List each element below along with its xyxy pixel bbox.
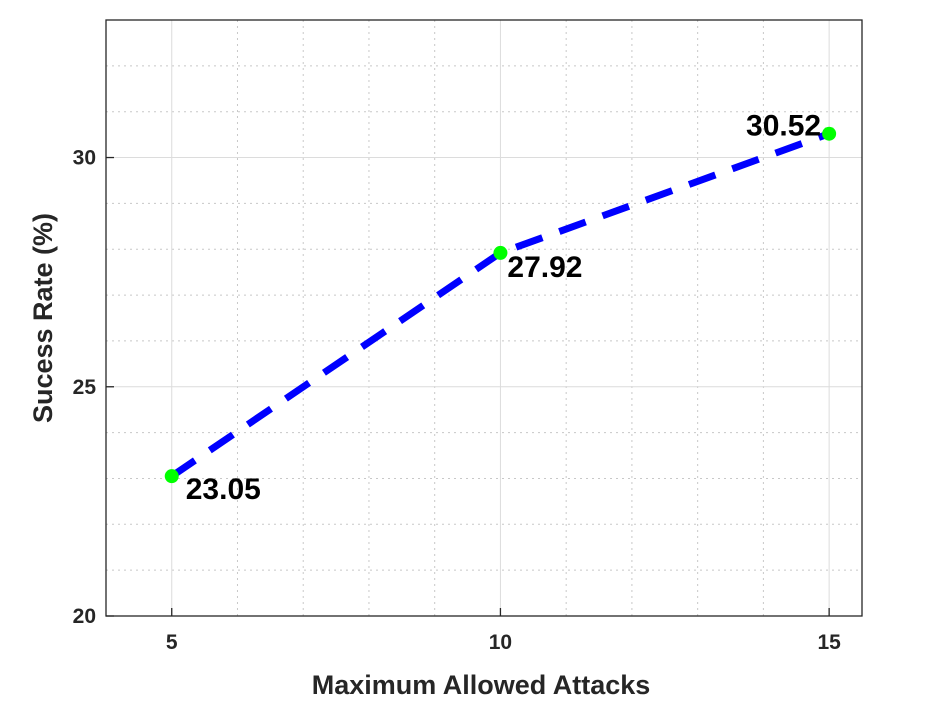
x-tick-label: 15 [817,631,841,654]
tick-labels: 5 10 15 20 25 30 [73,147,841,654]
plot-frame [105,19,863,617]
y-tick-label: 25 [73,376,97,399]
y-tick-label: 20 [73,605,96,628]
data-point [164,469,179,484]
data-labels: 23.05 27.92 30.52 [186,110,821,506]
y-axis-title: Sucess Rate (%) [28,213,58,423]
axis-ticks [106,156,830,617]
x-tick-label: 10 [489,631,512,654]
minor-grid [106,20,862,616]
data-label: 30.52 [746,110,821,143]
series-layer [164,126,837,484]
data-point [493,245,508,260]
plot-area [106,20,862,616]
x-tick-label: 5 [166,631,178,654]
data-label: 23.05 [186,473,261,506]
x-axis-title: Maximum Allowed Attacks [312,670,651,700]
data-point [822,126,837,141]
y-tick-label: 30 [73,147,96,170]
data-label: 27.92 [507,251,582,284]
